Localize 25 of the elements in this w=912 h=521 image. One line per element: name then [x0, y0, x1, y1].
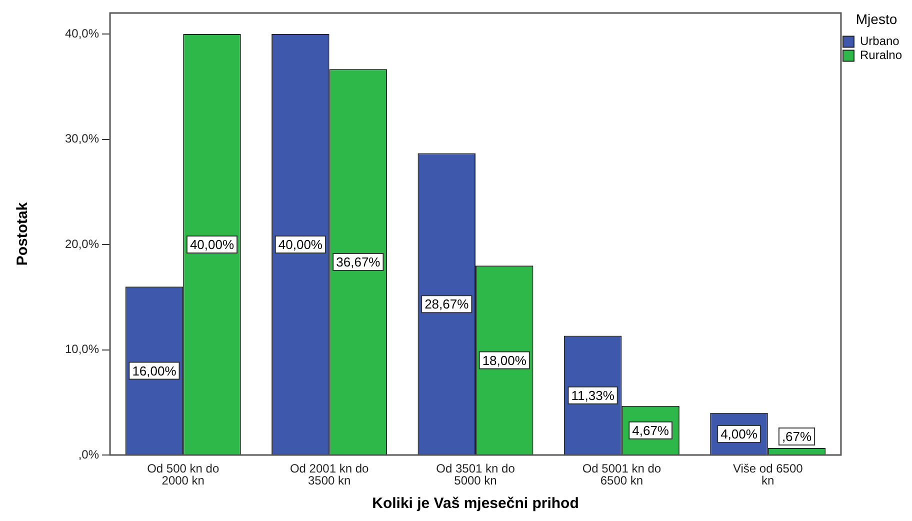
y-tick-label: 30,0% — [64, 132, 100, 146]
x-tick-label: Od 5001 kn do 6500 kn — [582, 461, 662, 488]
y-tick-label: ,0% — [78, 447, 100, 462]
y-tick-label: 10,0% — [64, 342, 100, 356]
x-tick-label: Od 3501 kn do 5000 kn — [436, 461, 516, 488]
data-label: 40,00% — [190, 237, 234, 252]
legend-label: Urbano — [860, 34, 900, 48]
x-tick-label: Od 2001 kn do 3500 kn — [290, 461, 369, 488]
data-label: 18,00% — [482, 352, 527, 368]
data-label: 4,67% — [632, 423, 670, 438]
y-axis-title: Postotak — [14, 202, 32, 266]
legend-title: Mjesto — [856, 10, 898, 27]
y-tick-label: 40,0% — [64, 26, 100, 40]
legend-label: Ruralno — [860, 48, 902, 62]
x-axis-title: Koliki je Vaš mjesečni prihod — [372, 495, 579, 512]
data-label: 11,33% — [571, 388, 615, 403]
data-label: 40,00% — [278, 237, 323, 252]
y-tick-label: 20,0% — [64, 236, 100, 251]
data-label: ,67% — [782, 429, 812, 444]
x-tick-label: Više od 6500 kn — [732, 461, 804, 488]
x-tick-label: Od 500 kn do 2000 kn — [147, 461, 220, 488]
data-label: 36,67% — [336, 254, 381, 270]
data-label: 16,00% — [132, 363, 177, 378]
data-label: 28,67% — [424, 296, 470, 312]
data-label: 4,00% — [720, 426, 758, 442]
